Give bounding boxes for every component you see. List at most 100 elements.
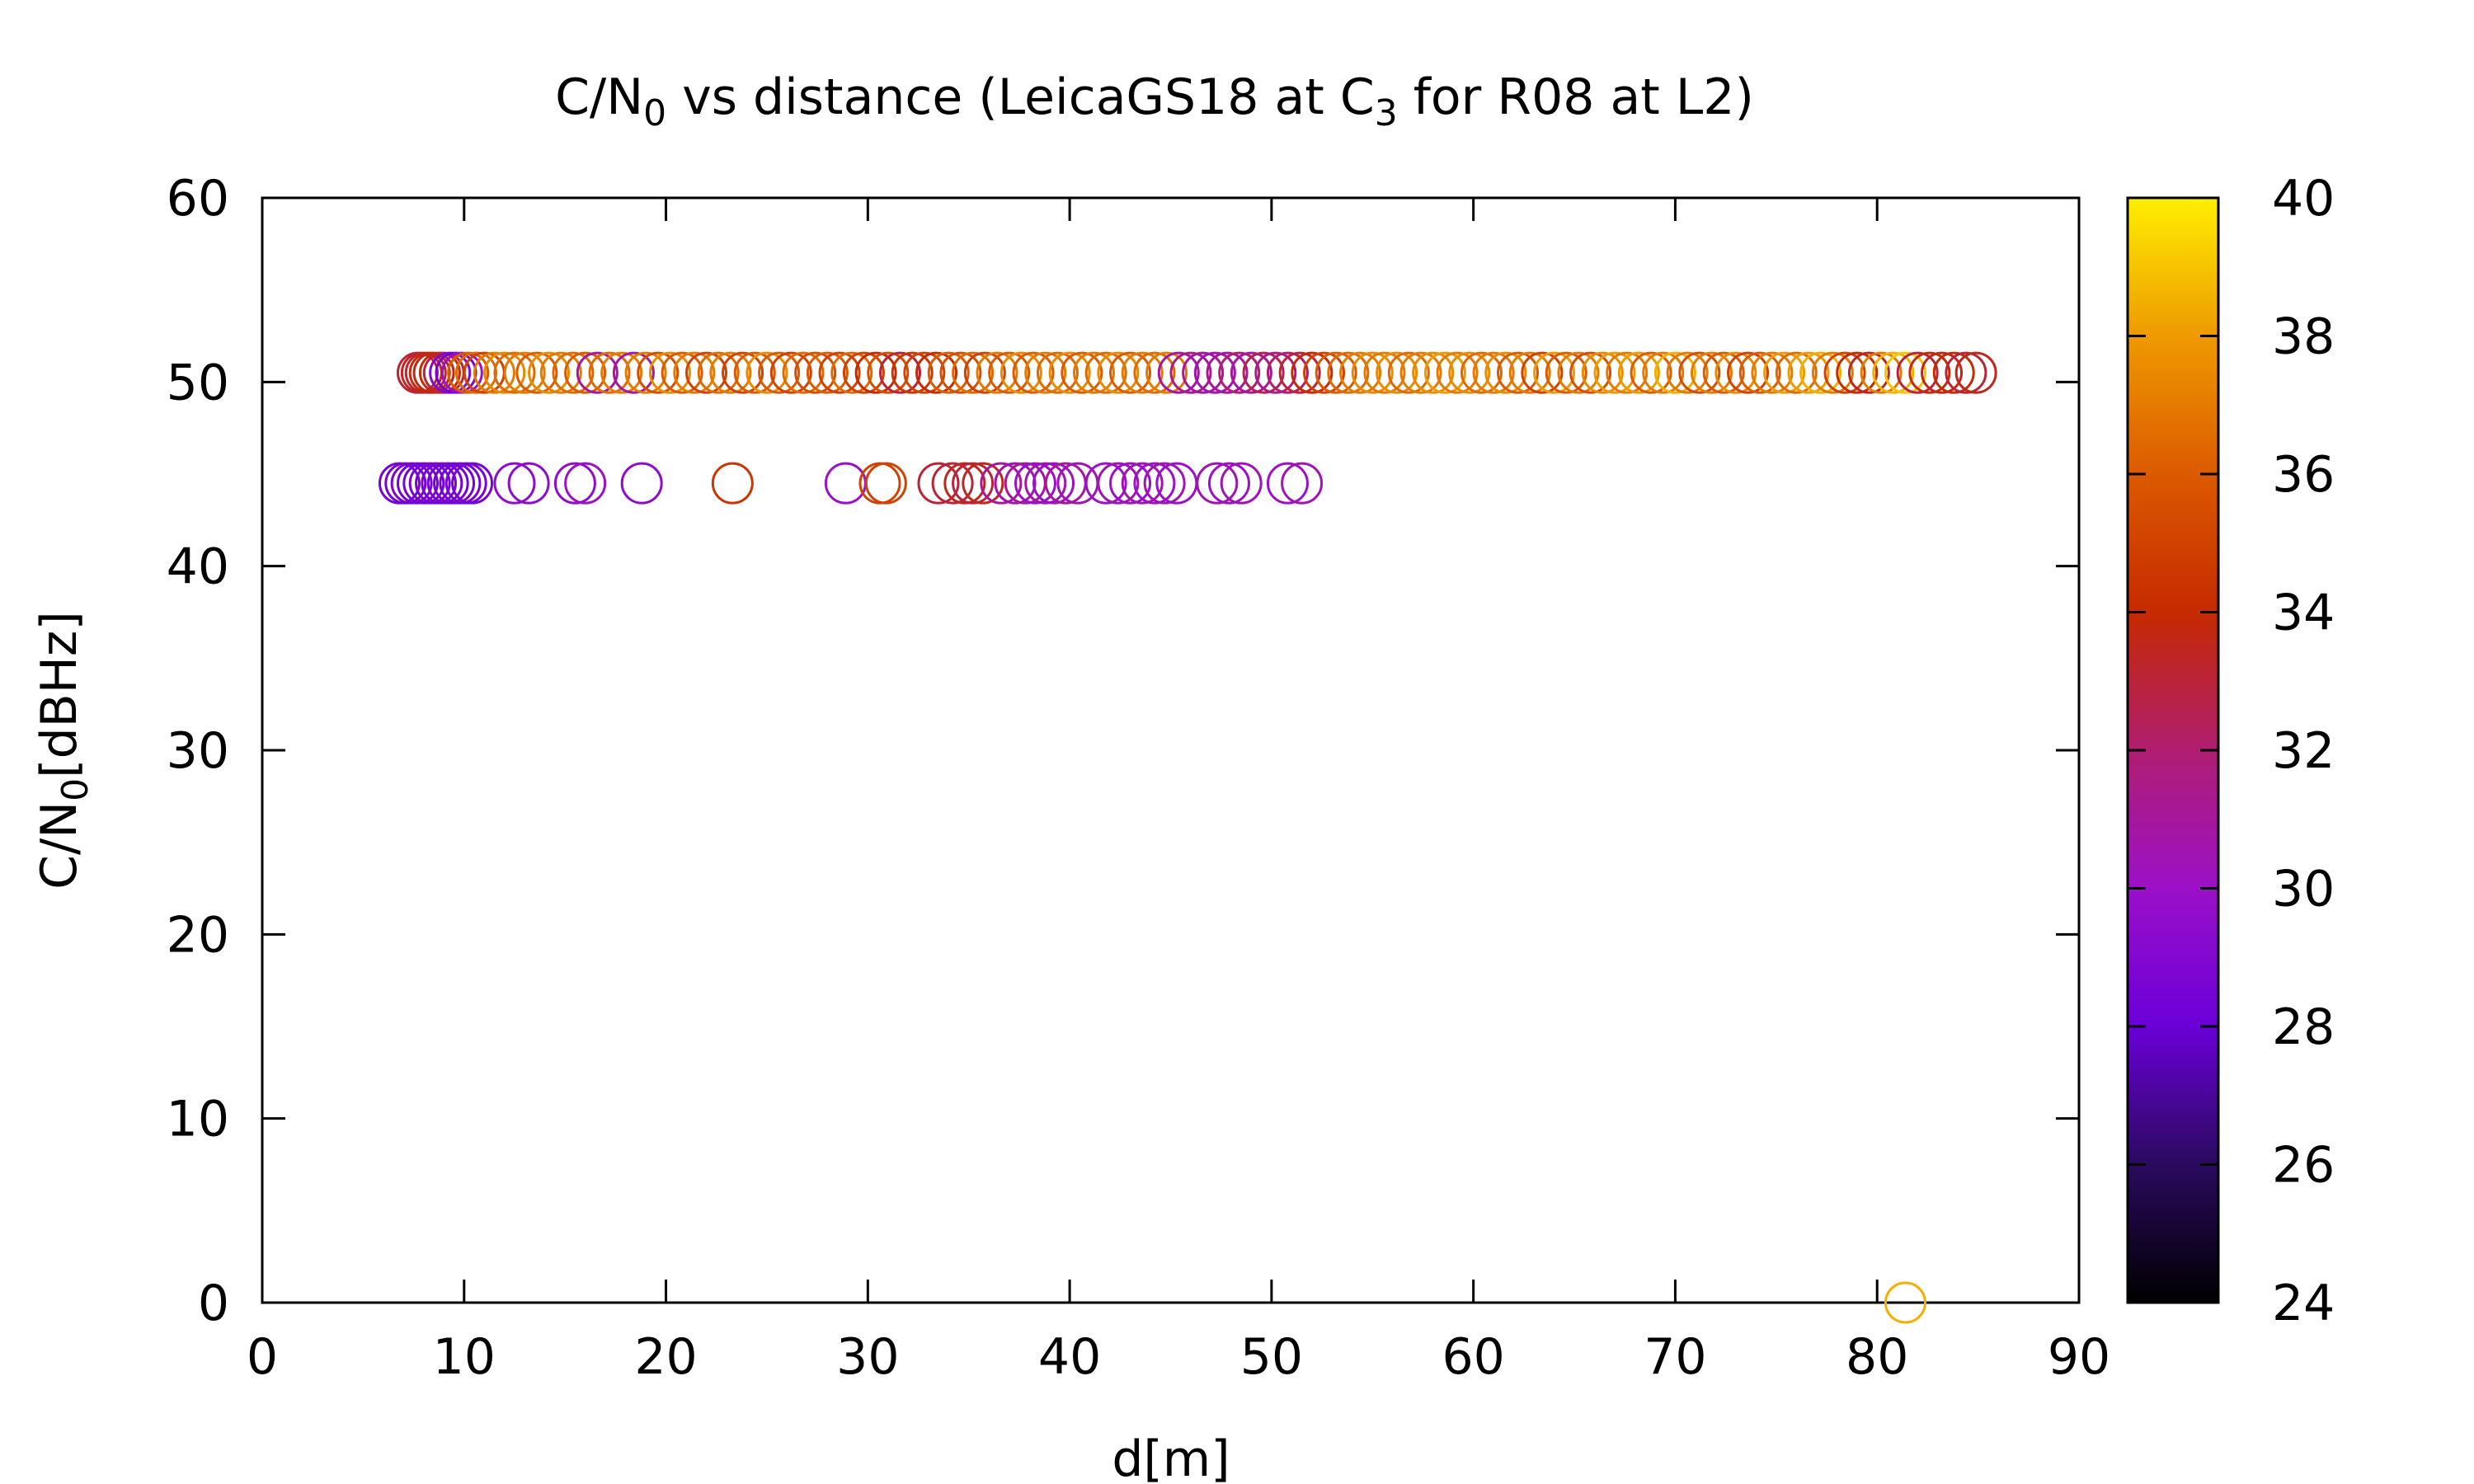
data-point (1775, 351, 1818, 394)
data-point (1763, 351, 1806, 394)
data-point (1954, 351, 1997, 394)
data-point (1315, 351, 1357, 394)
data-point (1036, 351, 1079, 394)
data-point (1157, 351, 1200, 394)
x-tick-label: 0 (247, 1328, 278, 1386)
data-point (1738, 351, 1781, 394)
data-point (1945, 351, 1987, 394)
data-point (661, 351, 703, 394)
colorbar-tick-label: 24 (2272, 1275, 2335, 1332)
data-point (528, 351, 571, 394)
data-point (1666, 351, 1709, 394)
data-point (1642, 351, 1685, 394)
x-tick-label: 80 (1846, 1328, 1908, 1386)
data-point (854, 351, 897, 394)
x-tick-label: 30 (836, 1328, 899, 1386)
data-point (1207, 462, 1250, 505)
colorbar-tick-label: 30 (2272, 861, 2335, 918)
data-point (1024, 351, 1067, 394)
y-tick-label: 20 (167, 906, 229, 964)
data-point (1182, 351, 1225, 394)
data-point (564, 351, 607, 394)
data-point (818, 351, 861, 394)
data-point (1921, 351, 1964, 394)
data-point (1860, 351, 1903, 394)
x-axis-label: d[m] (1112, 1430, 1230, 1484)
data-point (1617, 351, 1660, 394)
data-point (1884, 351, 1926, 394)
data-point (1193, 351, 1236, 394)
data-point (943, 462, 986, 505)
data-point (624, 351, 667, 394)
data-point (493, 351, 536, 394)
data-point (588, 351, 631, 394)
data-point (745, 351, 788, 394)
data-point (1847, 351, 1890, 394)
data-point (1653, 351, 1696, 394)
data-point (1593, 351, 1636, 394)
data-point (1581, 351, 1624, 394)
data-point (891, 351, 934, 394)
data-point (1533, 351, 1576, 394)
data-point (1412, 351, 1455, 394)
data-point (962, 462, 1004, 505)
data-point (1339, 351, 1382, 394)
data-point (903, 351, 946, 394)
y-tick-label: 60 (167, 170, 229, 228)
data-point (600, 351, 643, 394)
x-tick-label: 50 (1240, 1328, 1303, 1386)
data-point (515, 351, 558, 394)
data-point (1714, 351, 1757, 394)
data-point (1557, 351, 1600, 394)
data-point (1024, 462, 1067, 505)
x-tick-label: 60 (1442, 1328, 1504, 1386)
data-point (451, 462, 494, 505)
data-point (1678, 351, 1721, 394)
x-tick-label: 90 (2048, 1328, 2110, 1386)
data-point (1048, 351, 1091, 394)
x-tick-label: 20 (634, 1328, 697, 1386)
data-point (1032, 462, 1075, 505)
data-point (782, 351, 825, 394)
x-tick-label: 40 (1038, 1328, 1101, 1386)
data-point (576, 351, 618, 394)
colorbar-tick-label: 32 (2272, 722, 2335, 780)
data-point (867, 351, 910, 394)
data-point (1266, 351, 1309, 394)
data-point (976, 351, 1018, 394)
data-point (842, 351, 885, 394)
data-point (1014, 462, 1056, 505)
data-point (503, 351, 546, 394)
data-point (1061, 351, 1103, 394)
data-point (1811, 351, 1854, 394)
data-point (1932, 351, 1975, 394)
data-point (917, 462, 960, 505)
data-point (1121, 351, 1164, 394)
data-point (1097, 351, 1140, 394)
data-point (1702, 351, 1745, 394)
data-point (447, 351, 490, 394)
colorbar-tick-label: 38 (2272, 308, 2335, 366)
data-point (1691, 351, 1733, 394)
data-point (1121, 462, 1164, 505)
data-point (1109, 351, 1152, 394)
data-point (1497, 351, 1540, 394)
data-point (1545, 351, 1587, 394)
data-point (952, 351, 995, 394)
data-point (1266, 462, 1309, 505)
scatter-points (378, 351, 1997, 1324)
data-point (553, 462, 596, 505)
data-point (493, 462, 536, 505)
data-point (637, 351, 680, 394)
data-point (539, 351, 582, 394)
data-point (952, 462, 995, 505)
colorbar-tick-label: 34 (2272, 585, 2335, 642)
data-point (1630, 351, 1672, 394)
data-point (1448, 351, 1491, 394)
data-point (620, 462, 663, 505)
data-point (1133, 351, 1176, 394)
data-point (1884, 1281, 1926, 1324)
data-point (1281, 462, 1324, 505)
y-axis: 0 10 20 30 40 50 60 (167, 170, 2079, 1332)
colorbar-ticks: 24 26 28 30 32 34 36 38 40 (2128, 170, 2335, 1332)
